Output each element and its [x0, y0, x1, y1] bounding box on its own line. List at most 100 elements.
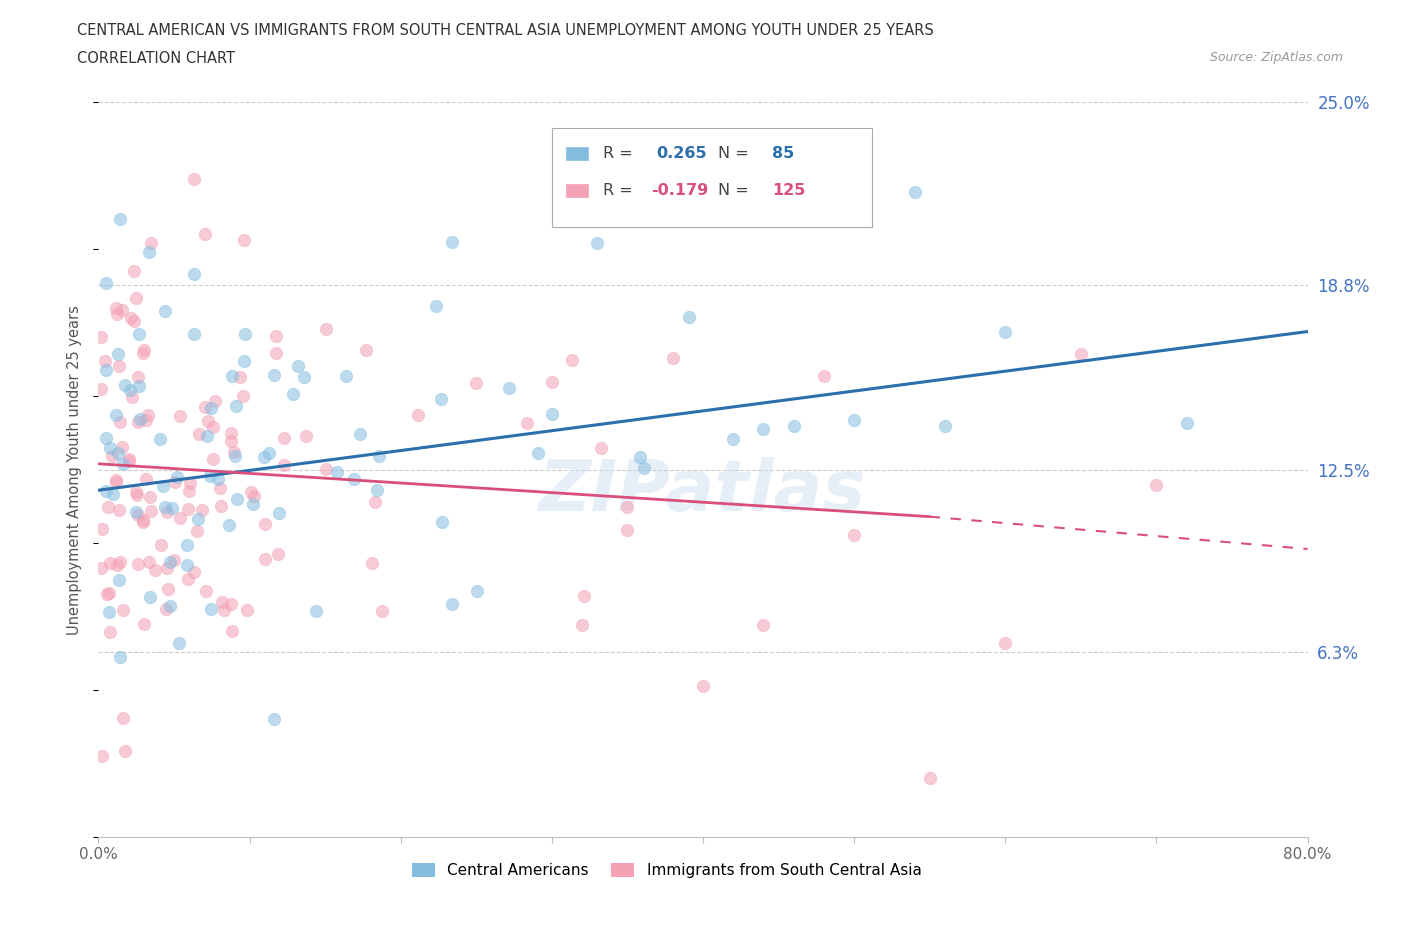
Point	[221, 368, 243, 383]
Point	[114, 378, 136, 392]
Point	[233, 353, 256, 368]
Point	[153, 303, 176, 318]
Point	[138, 555, 160, 570]
Point	[105, 474, 128, 489]
Point	[127, 508, 149, 523]
FancyBboxPatch shape	[567, 147, 588, 160]
Point	[176, 538, 198, 552]
Point	[90, 329, 112, 344]
Point	[628, 450, 651, 465]
Point	[122, 313, 145, 328]
Point	[195, 429, 218, 444]
Point	[138, 245, 160, 259]
Point	[156, 504, 179, 519]
Point	[132, 513, 155, 528]
Point	[219, 426, 242, 441]
Point	[586, 236, 609, 251]
Point	[526, 445, 548, 460]
Point	[122, 264, 145, 279]
Point	[200, 602, 222, 617]
Point	[498, 380, 520, 395]
Point	[572, 589, 595, 604]
Point	[107, 445, 129, 460]
Point	[440, 596, 463, 611]
Point	[125, 505, 148, 520]
Point	[121, 390, 143, 405]
Point	[243, 489, 266, 504]
Point	[100, 624, 122, 639]
Point	[315, 462, 337, 477]
Point	[616, 523, 638, 538]
Point	[429, 392, 451, 406]
Point	[240, 485, 263, 499]
Point	[315, 322, 337, 337]
Point	[165, 474, 187, 489]
Point	[108, 358, 131, 373]
Point	[236, 602, 259, 617]
Point	[222, 445, 245, 459]
Point	[129, 411, 152, 426]
Point	[114, 744, 136, 759]
Point	[273, 431, 295, 445]
Point	[221, 623, 243, 638]
Point	[111, 457, 134, 472]
Point	[904, 185, 927, 200]
Point	[132, 617, 155, 631]
Point	[253, 516, 276, 531]
Point	[127, 415, 149, 430]
Point	[723, 432, 745, 446]
Point	[343, 472, 366, 487]
Point	[783, 418, 806, 433]
Point	[200, 401, 222, 416]
Point	[263, 712, 285, 727]
Point	[516, 416, 538, 431]
Point	[326, 464, 349, 479]
Point	[160, 500, 183, 515]
Point	[96, 499, 118, 514]
Point	[183, 326, 205, 341]
Point	[159, 554, 181, 569]
Point	[589, 441, 612, 456]
Point	[127, 369, 149, 384]
Point	[159, 599, 181, 614]
FancyBboxPatch shape	[551, 128, 872, 227]
Point	[90, 561, 112, 576]
Point	[110, 211, 132, 226]
Point	[264, 328, 287, 343]
Point	[107, 347, 129, 362]
Point	[118, 452, 141, 467]
Point	[194, 226, 217, 241]
Point	[120, 383, 142, 398]
Point	[177, 572, 200, 587]
Point	[104, 472, 127, 487]
Point	[844, 412, 866, 427]
Point	[104, 407, 127, 422]
Point	[176, 557, 198, 572]
Point	[152, 479, 174, 494]
Point	[94, 484, 117, 498]
Point	[143, 563, 166, 578]
Point	[257, 445, 280, 460]
Point	[425, 299, 447, 313]
Point	[98, 556, 121, 571]
Point	[1070, 347, 1092, 362]
Point	[139, 235, 162, 250]
Text: ZIPatlas: ZIPatlas	[540, 458, 866, 526]
Point	[219, 433, 242, 448]
Point	[844, 527, 866, 542]
Point	[994, 325, 1017, 339]
Point	[187, 512, 209, 526]
Point	[267, 506, 290, 521]
Point	[163, 552, 186, 567]
Point	[90, 382, 112, 397]
Point	[232, 388, 254, 403]
Point	[212, 603, 235, 618]
Point	[128, 327, 150, 342]
Text: R =: R =	[603, 146, 637, 161]
Point	[177, 502, 200, 517]
Point	[94, 353, 117, 368]
Text: 85: 85	[772, 146, 794, 161]
Point	[752, 618, 775, 632]
Point	[138, 590, 160, 604]
Point	[136, 408, 159, 423]
